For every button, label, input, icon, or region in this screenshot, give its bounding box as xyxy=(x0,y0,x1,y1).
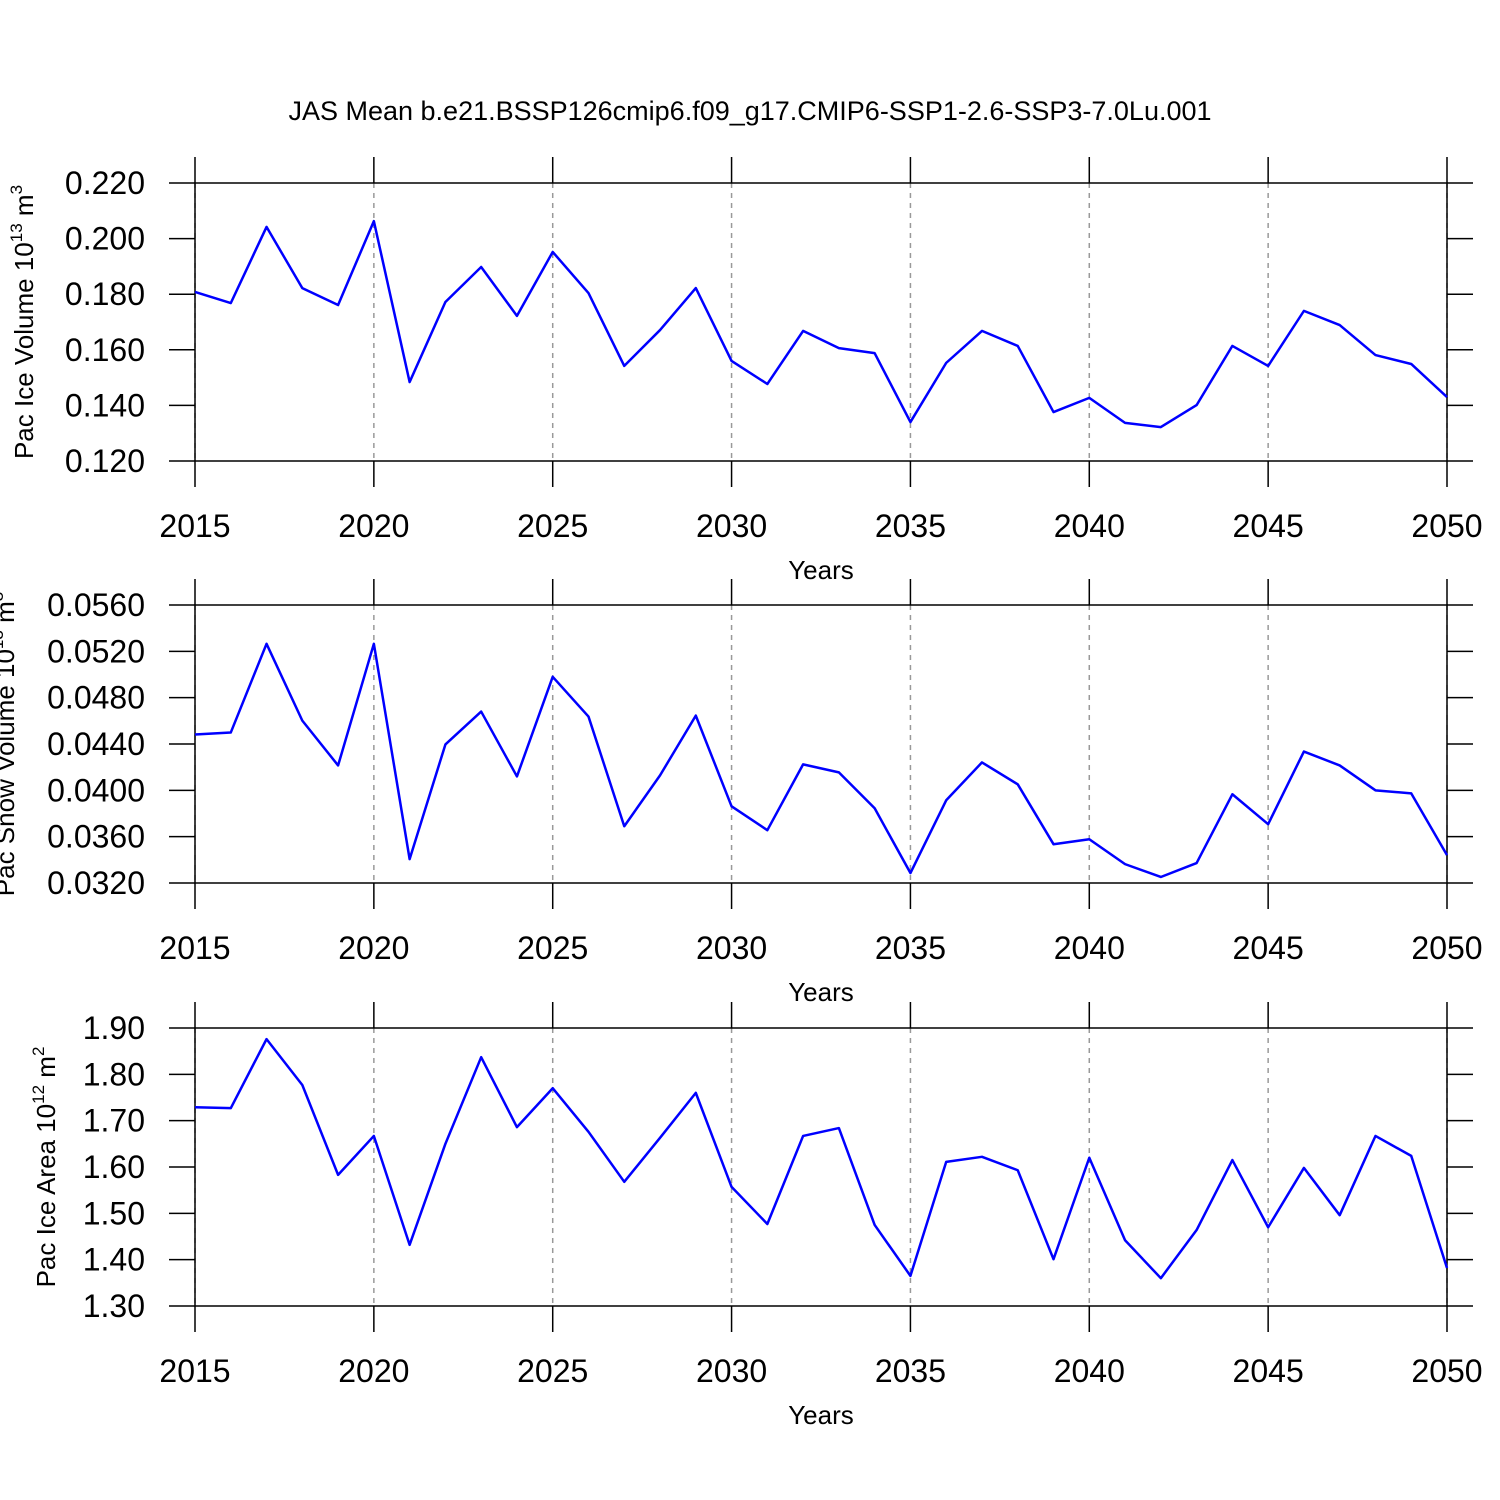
x-tick-label: 2015 xyxy=(159,1353,230,1389)
y-label-text: Pac Snow Volume 10 xyxy=(0,649,20,896)
y-tick-label: 0.180 xyxy=(65,276,145,312)
x-tick-label: 2045 xyxy=(1233,1353,1304,1389)
x-tick-label: 2035 xyxy=(875,930,946,966)
data-line xyxy=(194,1037,1449,1280)
y-axis-label: Pac Ice Area 1012 m2 xyxy=(29,1047,61,1288)
x-axis-label: Years xyxy=(788,555,854,585)
y-tick-label: 0.140 xyxy=(65,387,145,423)
x-tick-label: 2030 xyxy=(696,930,767,966)
x-tick-label: 2025 xyxy=(517,930,588,966)
y-tick-label: 0.0360 xyxy=(47,819,145,855)
y-label-exponent: 2 xyxy=(29,1047,48,1056)
y-tick-label: 1.50 xyxy=(83,1195,145,1231)
y-tick-label: 0.0320 xyxy=(47,865,145,901)
y-label-exponent: 13 xyxy=(7,223,26,242)
y-axis-label: Pac Ice Volume 1013 m3 xyxy=(7,185,39,459)
x-tick-label: 2030 xyxy=(696,508,767,544)
y-label-exponent: 12 xyxy=(29,1085,48,1104)
y-tick-label: 1.70 xyxy=(83,1103,145,1139)
x-tick-label: 2045 xyxy=(1233,930,1304,966)
x-tick-label: 2040 xyxy=(1054,1353,1125,1389)
x-tick-label: 2035 xyxy=(875,1353,946,1389)
y-tick-label: 0.200 xyxy=(65,221,145,257)
x-tick-label: 2045 xyxy=(1233,508,1304,544)
x-tick-label: 2020 xyxy=(338,1353,409,1389)
x-tick-label: 2020 xyxy=(338,508,409,544)
y-tick-label: 0.0520 xyxy=(47,633,145,669)
y-label-exponent: 13 xyxy=(0,630,7,649)
data-line xyxy=(194,219,1448,429)
x-axis-label: Years xyxy=(788,977,854,1007)
x-tick-label: 2035 xyxy=(875,508,946,544)
x-tick-label: 2050 xyxy=(1411,1353,1482,1389)
plot-frame xyxy=(194,182,1448,462)
y-tick-label: 1.90 xyxy=(83,1010,145,1046)
x-tick-label: 2030 xyxy=(696,1353,767,1389)
y-label-exponent: 3 xyxy=(7,185,26,194)
y-label-text: m xyxy=(9,194,39,223)
y-tick-label: 0.0560 xyxy=(47,587,145,623)
x-tick-label: 2040 xyxy=(1054,930,1125,966)
plot-frame xyxy=(194,1027,1448,1307)
plot-frame xyxy=(194,604,1448,884)
data-line xyxy=(194,642,1449,879)
y-tick-label: 0.0480 xyxy=(47,680,145,716)
x-tick-label: 2040 xyxy=(1054,508,1125,544)
chart-title: JAS Mean b.e21.BSSP126cmip6.f09_g17.CMIP… xyxy=(288,96,1211,126)
x-tick-label: 2015 xyxy=(159,930,230,966)
y-tick-label: 0.160 xyxy=(65,332,145,368)
y-axis-label: Pac Snow Volume 1013 m3 xyxy=(0,592,20,896)
y-label-text: m xyxy=(31,1056,61,1085)
y-label-text: Pac Ice Area 10 xyxy=(31,1104,61,1288)
x-tick-label: 2050 xyxy=(1411,508,1482,544)
y-label-text: m xyxy=(0,601,20,630)
x-tick-label: 2020 xyxy=(338,930,409,966)
x-tick-label: 2015 xyxy=(159,508,230,544)
x-tick-label: 2025 xyxy=(517,508,588,544)
x-tick-label: 2050 xyxy=(1411,930,1482,966)
x-tick-label: 2025 xyxy=(517,1353,588,1389)
y-tick-label: 1.80 xyxy=(83,1056,145,1092)
x-axis-label: Years xyxy=(788,1400,854,1430)
y-tick-label: 0.120 xyxy=(65,443,145,479)
y-tick-label: 1.30 xyxy=(83,1288,145,1324)
y-tick-label: 1.60 xyxy=(83,1149,145,1185)
y-label-exponent: 3 xyxy=(0,592,7,601)
y-tick-label: 0.0400 xyxy=(47,772,145,808)
y-tick-label: 1.40 xyxy=(83,1242,145,1278)
y-tick-label: 0.0440 xyxy=(47,726,145,762)
y-tick-label: 0.220 xyxy=(65,165,145,201)
y-label-text: Pac Ice Volume 10 xyxy=(9,242,39,459)
